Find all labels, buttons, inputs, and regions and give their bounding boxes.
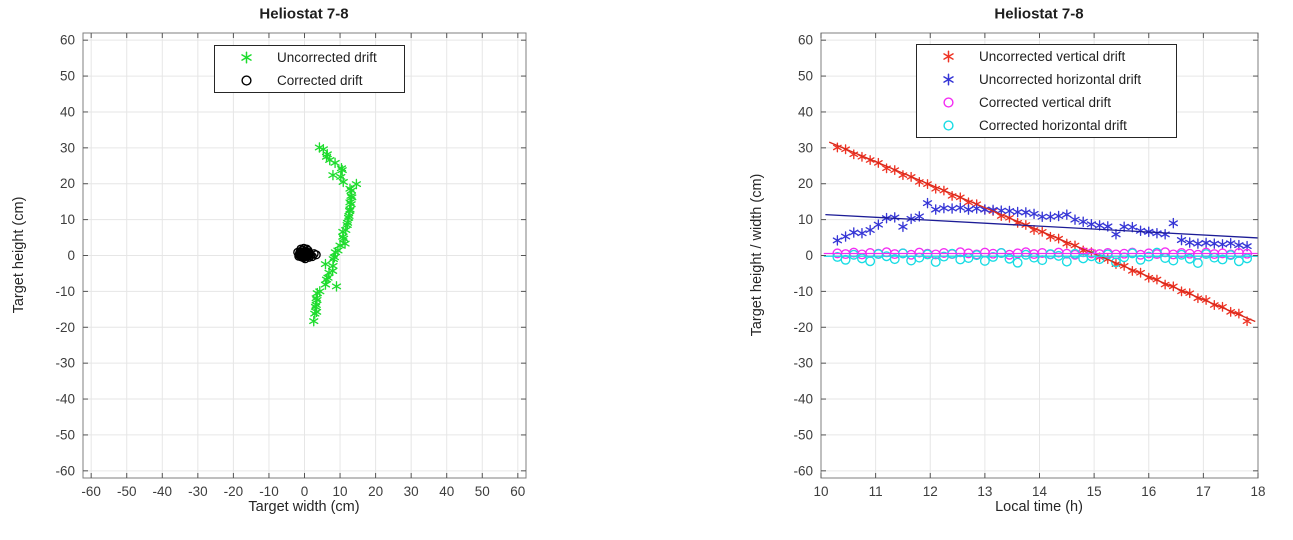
legend-label: Corrected drift (277, 73, 363, 88)
svg-text:60: 60 (510, 484, 525, 499)
circle-marker-icon (917, 118, 979, 133)
svg-text:60: 60 (798, 33, 813, 48)
legend-item-uncorrected-horizontal-drift: Uncorrected horizontal drift (917, 68, 1176, 91)
svg-text:30: 30 (60, 140, 75, 155)
svg-text:-40: -40 (153, 484, 173, 499)
svg-text:50: 50 (60, 69, 75, 84)
svg-text:-30: -30 (793, 356, 813, 371)
legend-item-corrected-drift: Corrected drift (215, 69, 404, 92)
right-chart-legend: Uncorrected vertical drift Uncorrected ho… (916, 44, 1177, 138)
legend-item-corrected-vertical-drift: Corrected vertical drift (917, 91, 1176, 114)
asterisk-marker-icon (215, 50, 277, 65)
svg-text:13: 13 (977, 484, 992, 499)
svg-text:30: 30 (404, 484, 419, 499)
svg-text:-20: -20 (55, 320, 75, 335)
svg-text:40: 40 (439, 484, 454, 499)
svg-text:-40: -40 (793, 392, 813, 407)
left-chart-ylabel: Target height (cm) (11, 196, 27, 314)
svg-text:10: 10 (813, 484, 828, 499)
svg-text:14: 14 (1032, 484, 1048, 499)
svg-text:-40: -40 (55, 392, 75, 407)
series-corrected-drift (293, 243, 321, 264)
fit-line-uncorrected-vertical-drift-fit (828, 141, 1256, 323)
tick-labels: -60 -50 -40 -30 -20 -10 0 10 20 30 40 50 60 -60 -50 -40… (55, 33, 525, 499)
svg-text:17: 17 (1196, 484, 1211, 499)
legend-label: Uncorrected vertical drift (979, 49, 1126, 64)
svg-text:40: 40 (60, 104, 75, 119)
svg-text:16: 16 (1141, 484, 1156, 499)
left-chart-xlabel: Target width (cm) (248, 499, 360, 515)
legend-label: Uncorrected drift (277, 50, 377, 65)
svg-text:10: 10 (60, 212, 75, 227)
svg-text:20: 20 (368, 484, 383, 499)
svg-text:-30: -30 (188, 484, 208, 499)
legend-item-uncorrected-vertical-drift: Uncorrected vertical drift (917, 45, 1176, 68)
grid-lines (83, 33, 526, 478)
svg-text:-10: -10 (793, 284, 813, 299)
svg-text:50: 50 (798, 69, 813, 84)
right-chart-title: Heliostat 7-8 (994, 5, 1084, 23)
svg-text:10: 10 (333, 484, 348, 499)
right-chart: 10 11 12 13 14 15 16 17 18 -60 -50 -40 -30 -20 -10 0 10 2… (793, 32, 1266, 499)
legend-label: Corrected vertical drift (979, 95, 1112, 110)
legend-label: Corrected horizontal drift (979, 118, 1127, 133)
left-chart-title: Heliostat 7-8 (259, 5, 349, 23)
svg-text:50: 50 (475, 484, 490, 499)
svg-text:10: 10 (798, 212, 813, 227)
svg-text:-50: -50 (793, 427, 813, 442)
right-chart-xlabel: Local time (h) (995, 499, 1083, 515)
fit-line-uncorrected-horizontal-drift-fit (825, 213, 1259, 239)
svg-text:60: 60 (60, 33, 75, 48)
svg-text:-20: -20 (224, 484, 244, 499)
svg-text:18: 18 (1250, 484, 1265, 499)
svg-text:40: 40 (798, 104, 813, 119)
asterisk-marker-icon (917, 72, 979, 87)
svg-text:20: 20 (798, 176, 813, 191)
tick-labels: 10 11 12 13 14 15 16 17 18 -60 -50 -40 -30 -20 -10 0 10 2… (793, 33, 1265, 499)
legend-item-corrected-horizontal-drift: Corrected horizontal drift (917, 114, 1176, 137)
svg-text:15: 15 (1087, 484, 1102, 499)
left-chart: -60 -50 -40 -30 -20 -10 0 10 20 30 40 50 60 -60 -50 -40… (55, 32, 527, 499)
svg-text:0: 0 (805, 248, 813, 263)
svg-text:-50: -50 (117, 484, 137, 499)
circle-marker-icon (215, 73, 277, 88)
svg-text:-20: -20 (793, 320, 813, 335)
svg-text:0: 0 (67, 248, 75, 263)
legend-item-uncorrected-drift: Uncorrected drift (215, 46, 404, 69)
svg-text:-30: -30 (55, 356, 75, 371)
svg-text:30: 30 (798, 140, 813, 155)
axis-ticks (820, 33, 1259, 478)
circle-marker-icon (917, 95, 979, 110)
svg-text:20: 20 (60, 176, 75, 191)
svg-text:-10: -10 (259, 484, 279, 499)
asterisk-marker-icon (917, 49, 979, 64)
svg-text:-60: -60 (55, 463, 75, 478)
left-chart-legend: Uncorrected drift Corrected drift (214, 45, 405, 93)
svg-text:11: 11 (869, 484, 883, 499)
axis-ticks (83, 33, 526, 478)
svg-text:12: 12 (923, 484, 938, 499)
svg-text:-50: -50 (55, 427, 75, 442)
svg-text:-60: -60 (793, 463, 813, 478)
svg-text:0: 0 (301, 484, 309, 499)
svg-text:-10: -10 (55, 284, 75, 299)
right-chart-ylabel: Target height / width (cm) (749, 173, 765, 337)
svg-text:-60: -60 (81, 484, 101, 499)
series-uncorrected-drift (309, 142, 362, 327)
legend-label: Uncorrected horizontal drift (979, 72, 1142, 87)
